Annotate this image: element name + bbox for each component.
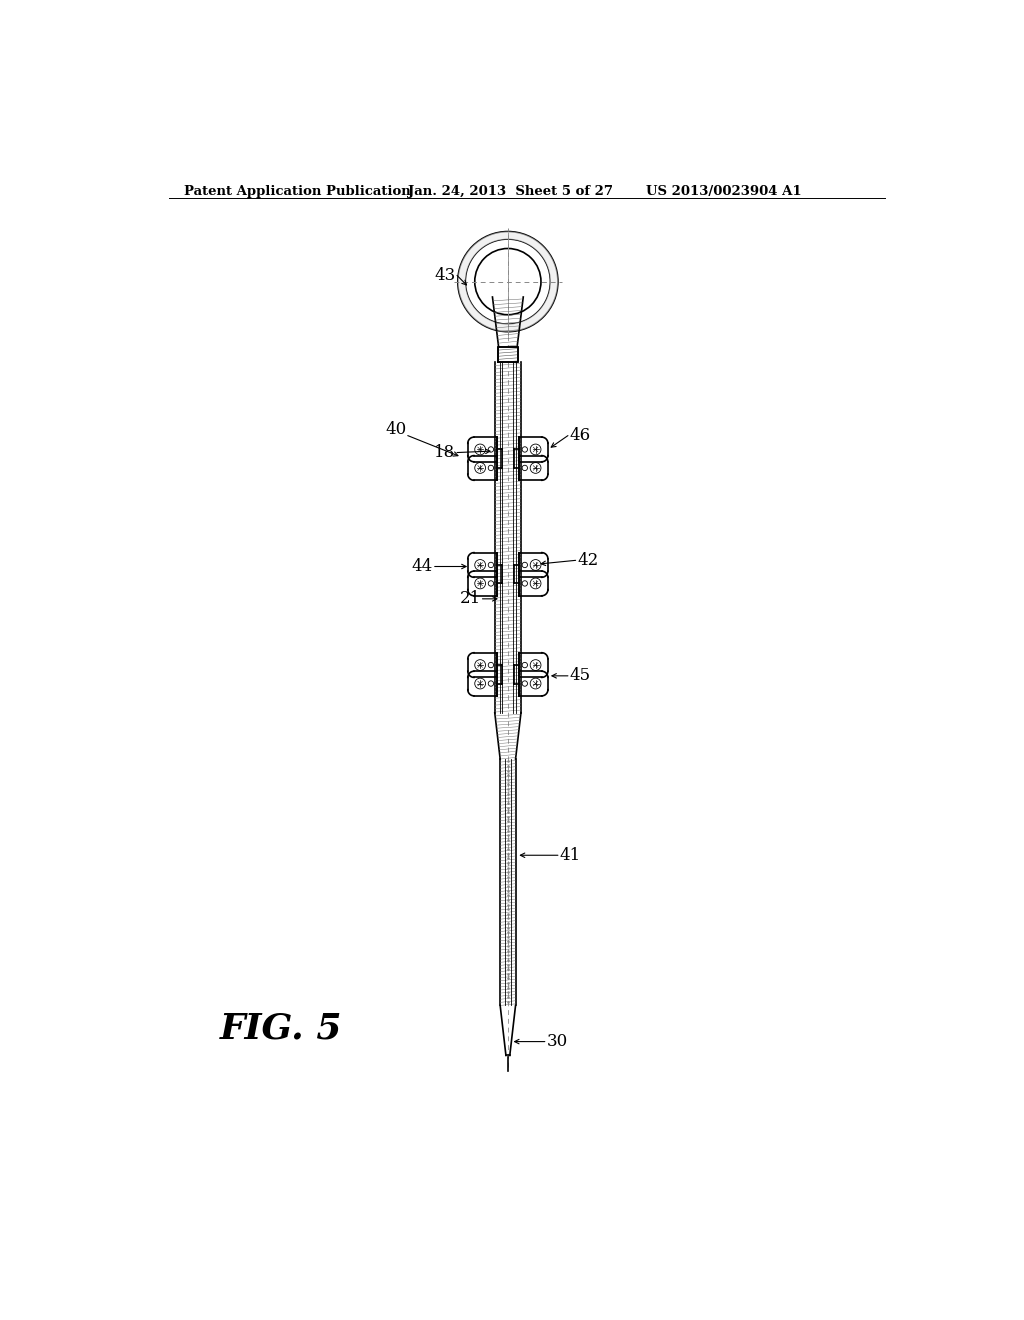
Text: 44: 44 [412,558,433,576]
Text: FIG. 5: FIG. 5 [219,1011,342,1045]
Text: 30: 30 [547,1034,567,1051]
Text: 40: 40 [385,421,407,438]
Text: 46: 46 [569,428,591,444]
Text: 41: 41 [559,846,581,863]
Text: Jan. 24, 2013  Sheet 5 of 27: Jan. 24, 2013 Sheet 5 of 27 [408,185,612,198]
Text: Patent Application Publication: Patent Application Publication [184,185,412,198]
Bar [498,347,518,363]
Polygon shape [458,231,558,331]
Text: 42: 42 [578,552,598,569]
Text: 43: 43 [434,267,456,284]
Text: 45: 45 [569,668,591,684]
Text: 18: 18 [434,444,456,461]
Text: 21: 21 [460,590,481,607]
Text: US 2013/0023904 A1: US 2013/0023904 A1 [646,185,802,198]
